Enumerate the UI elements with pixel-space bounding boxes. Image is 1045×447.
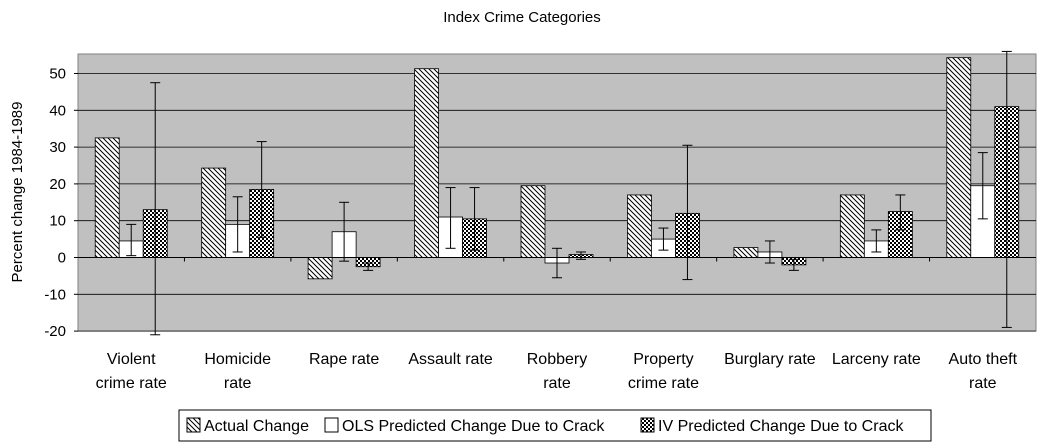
category-label-line: Larceny rate	[832, 351, 921, 368]
bar-hatch	[946, 57, 972, 258]
y-tick-label: 0	[58, 250, 66, 267]
category-label: Rape rate	[309, 351, 379, 368]
category-label: Larceny rate	[832, 351, 921, 368]
category-label-line: Homicide	[204, 351, 271, 368]
legend-swatch	[640, 417, 655, 433]
category-label-line: crime rate	[628, 375, 699, 392]
y-axis-title: Percent change 1984-1989	[9, 102, 26, 283]
category-label-line: Property	[633, 351, 693, 368]
plot-area	[77, 53, 1037, 332]
y-tick-label: -10	[44, 286, 66, 303]
category-label-line: Assault rate	[408, 351, 493, 368]
category-label: Violent crime rate	[96, 351, 167, 392]
legend-label: OLS Predicted Change Due to Crack	[342, 418, 605, 435]
category-label: Assault rate	[408, 351, 493, 368]
legend-label: IV Predicted Change Due to Crack	[658, 418, 904, 435]
bar-hatch	[307, 257, 333, 280]
legend-swatch	[186, 417, 201, 433]
gridlines	[78, 73, 1036, 332]
y-tick-label: 30	[49, 139, 66, 156]
category-label-line: crime rate	[96, 375, 167, 392]
legend-swatch	[324, 417, 339, 433]
category-label-line: Burglary rate	[724, 351, 816, 368]
category-label-line: rate	[969, 375, 997, 392]
chart-title: Index Crime Categories	[443, 9, 601, 26]
category-label-line: Violent	[107, 351, 156, 368]
y-tick-label: 50	[49, 66, 66, 83]
y-tick-label: 20	[49, 176, 66, 193]
category-label-line: Rape rate	[309, 351, 379, 368]
bar-hatch	[94, 137, 120, 258]
bar-hatch	[414, 68, 439, 258]
bar-hatch	[839, 194, 865, 258]
legend-box	[178, 409, 932, 442]
y-tick-label: -20	[44, 323, 66, 340]
category-label-line: rate	[224, 375, 252, 392]
category-label-line: rate	[543, 375, 571, 392]
bar-hatch	[627, 194, 652, 258]
legend: Actual Change OLS Predicted Change Due to…	[178, 409, 932, 442]
legend-label: Actual Change	[204, 418, 309, 435]
category-label: Property crime rate	[628, 351, 699, 392]
category-labels: Violent crime rate Homicide rate Rape rate As…	[96, 257, 1018, 392]
category-label: Homicide rate	[204, 351, 271, 392]
y-tick-labels: -20 -10 0 10 20 30 40 50	[44, 66, 78, 340]
y-tick-label: 40	[49, 102, 66, 119]
category-label: Burglary rate	[724, 351, 816, 368]
y-tick-label: 10	[49, 213, 66, 230]
category-label-line: Robbery	[527, 351, 587, 368]
bar-hatch	[201, 167, 227, 258]
category-label: Auto theft rate	[949, 351, 1018, 392]
category-label: Robbery rate	[527, 351, 587, 392]
bar-hatch	[733, 247, 759, 258]
category-label-line: Auto theft	[949, 351, 1018, 368]
bar-hatch	[520, 185, 546, 258]
